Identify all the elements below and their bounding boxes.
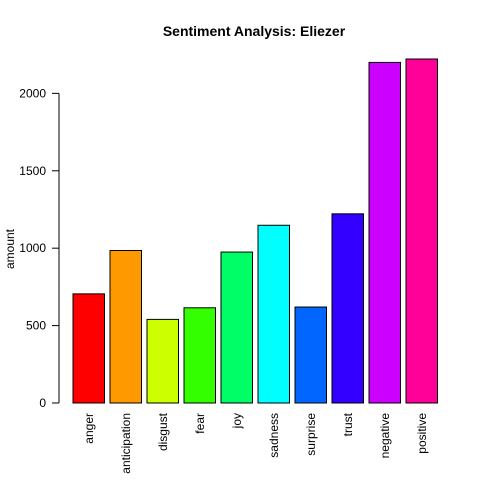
bar-surprise bbox=[294, 306, 327, 404]
y-tick-label: 500 bbox=[26, 319, 46, 333]
bar-anticipation bbox=[109, 250, 142, 404]
x-tick-label: surprise bbox=[304, 413, 318, 456]
x-tick-label: positive bbox=[415, 413, 429, 454]
x-tick-label: disgust bbox=[156, 412, 170, 451]
bar-fear bbox=[183, 307, 216, 404]
x-tick-label: negative bbox=[378, 413, 392, 459]
bars bbox=[72, 58, 438, 404]
bar-joy bbox=[220, 251, 253, 404]
bar-trust bbox=[331, 213, 364, 404]
chart-title: Sentiment Analysis: Eliezer bbox=[163, 23, 346, 39]
y-axis: 0 500 1000 1500 2000 bbox=[19, 86, 60, 410]
x-tick-label: joy bbox=[230, 413, 244, 429]
x-axis-labels: anger anticipation disgust fear joy sadness su… bbox=[82, 412, 429, 473]
y-axis-label: amount bbox=[3, 228, 17, 269]
bar-disgust bbox=[146, 318, 179, 404]
y-tick-label: 2000 bbox=[19, 86, 46, 100]
y-tick-label: 1000 bbox=[19, 241, 46, 255]
bar-negative bbox=[368, 61, 401, 404]
x-tick-label: trust bbox=[341, 412, 355, 436]
x-tick-label: sadness bbox=[267, 413, 281, 458]
x-tick-label: anger bbox=[82, 413, 96, 444]
bar-positive bbox=[405, 58, 438, 404]
y-tick-label: 0 bbox=[39, 396, 46, 410]
y-tick-label: 1500 bbox=[19, 164, 46, 178]
bar-anger bbox=[72, 293, 105, 404]
x-tick-label: anticipation bbox=[119, 413, 133, 474]
x-tick-label: fear bbox=[193, 413, 207, 434]
bar-sadness bbox=[257, 224, 290, 404]
